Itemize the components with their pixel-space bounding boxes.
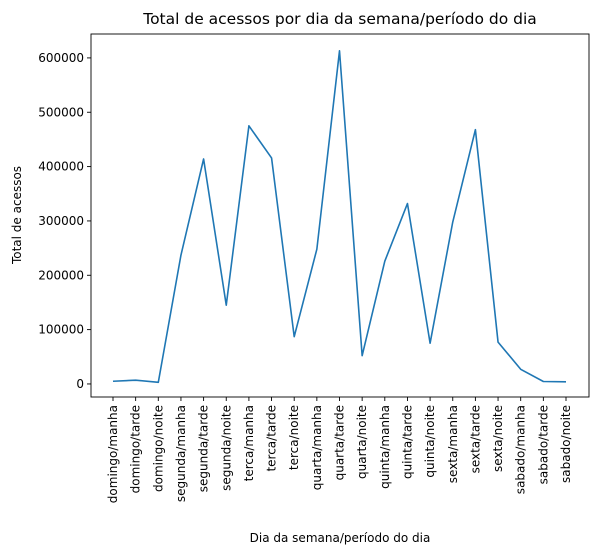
x-tick-label: quarta/noite [355, 405, 369, 479]
x-tick-label: terca/noite [287, 405, 301, 470]
y-tick-label: 600000 [38, 51, 84, 65]
y-axis-label: Total de acessos [10, 166, 24, 265]
x-tick-label: quinta/tarde [400, 405, 414, 479]
x-tick-label: sexta/noite [491, 405, 505, 472]
x-tick-label: sabado/tarde [536, 405, 550, 484]
plot-area [90, 33, 590, 398]
y-axis: 0 100000 200000 300000 400000 500000 600000 [38, 51, 91, 391]
x-tick-label: quarta/manha [310, 405, 324, 490]
y-tick-label: 200000 [38, 268, 84, 282]
x-tick-label: segunda/tarde [197, 405, 211, 492]
x-tick-label: sabado/noite [559, 405, 573, 483]
x-tick-label: domingo/noite [151, 405, 165, 492]
x-tick-label: sabado/manha [514, 405, 528, 494]
x-tick-label: quinta/noite [423, 405, 437, 478]
y-tick-label: 300000 [38, 214, 84, 228]
x-tick-label: terca/tarde [265, 405, 279, 472]
y-tick-label: 400000 [38, 160, 84, 174]
x-tick-label: domingo/manha [106, 405, 120, 503]
chart-title: Total de acessos por dia da semana/perío… [142, 10, 537, 28]
x-tick-label: terca/manha [242, 405, 256, 481]
y-tick-label: 100000 [38, 323, 84, 337]
x-tick-label: sexta/manha [446, 405, 460, 483]
series-line [112, 50, 567, 384]
y-tick-label: 0 [76, 377, 84, 391]
x-tick-label: domingo/tarde [129, 405, 143, 493]
x-tick-label: quarta/tarde [333, 405, 347, 480]
x-axis: domingo/manha domingo/tarde domingo/noite s… [106, 397, 573, 503]
x-tick-label: segunda/noite [219, 405, 233, 491]
x-tick-label: segunda/manha [174, 405, 188, 502]
y-tick-label: 500000 [38, 105, 84, 119]
x-axis-label: Dia da semana/período do dia [250, 531, 431, 545]
x-tick-label: quinta/manha [378, 405, 392, 489]
x-tick-label: sexta/tarde [468, 405, 482, 473]
